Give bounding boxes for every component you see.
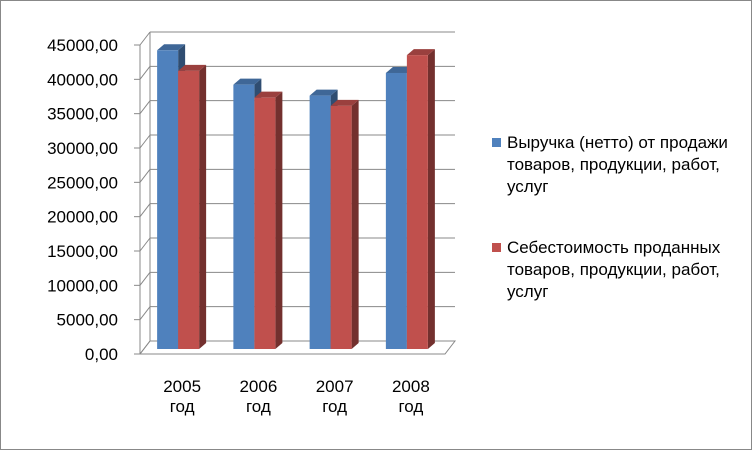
y-tick-label: 40000,00 [47, 70, 118, 89]
y-tick-label: 45000,00 [47, 36, 118, 55]
y-tick-diag [139, 134, 151, 149]
x-tick-label: 2008 год [392, 377, 430, 416]
y-tick-label: 20000,00 [47, 208, 118, 227]
bar-top [178, 64, 207, 71]
x-tick-label: 2006 год [239, 377, 277, 416]
y-tick-label: 0,00 [85, 345, 118, 364]
x-tick-label: 2007 год [316, 377, 354, 416]
y-tick-label: 30000,00 [47, 139, 118, 158]
bar [385, 72, 407, 350]
y-tick-diag [139, 66, 151, 80]
bar [157, 50, 179, 350]
bar [406, 55, 428, 350]
y-tick-label: 5000,00 [57, 311, 118, 330]
legend-swatch [492, 138, 501, 147]
bar-side [199, 64, 207, 350]
bar [330, 105, 352, 349]
bar-side [351, 99, 359, 349]
y-tick-diag [139, 31, 151, 46]
bar-top [406, 49, 435, 56]
y-tick-diag [139, 203, 151, 217]
bar-side [427, 49, 435, 350]
bar-top [330, 99, 359, 106]
y-tick-diag [139, 272, 151, 286]
bar [178, 70, 200, 350]
y-tick-label: 35000,00 [47, 105, 118, 124]
bar-top [309, 89, 338, 96]
legend-label: Выручка (нетто) от продажи товаров, прод… [507, 133, 728, 196]
bar-top [157, 44, 186, 51]
x-tick-label: 2005 год [163, 377, 201, 416]
bar [233, 84, 255, 349]
bar [309, 95, 331, 350]
y-tick-diag [139, 169, 151, 183]
bar [254, 97, 276, 350]
bar-side [275, 91, 283, 350]
legend-swatch [492, 243, 501, 252]
y-tick-label: 10000,00 [47, 276, 118, 295]
legend-label: Себестоимость проданных товаров, продукц… [507, 238, 721, 301]
bar-top [233, 78, 262, 85]
bar-top [254, 91, 283, 98]
y-tick-diag [139, 237, 151, 252]
y-tick-diag [139, 306, 151, 320]
y-tick-diag [139, 340, 151, 355]
y-tick-diag [139, 100, 151, 114]
y-tick-label: 25000,00 [47, 173, 118, 192]
y-tick-label: 15000,00 [47, 242, 118, 261]
